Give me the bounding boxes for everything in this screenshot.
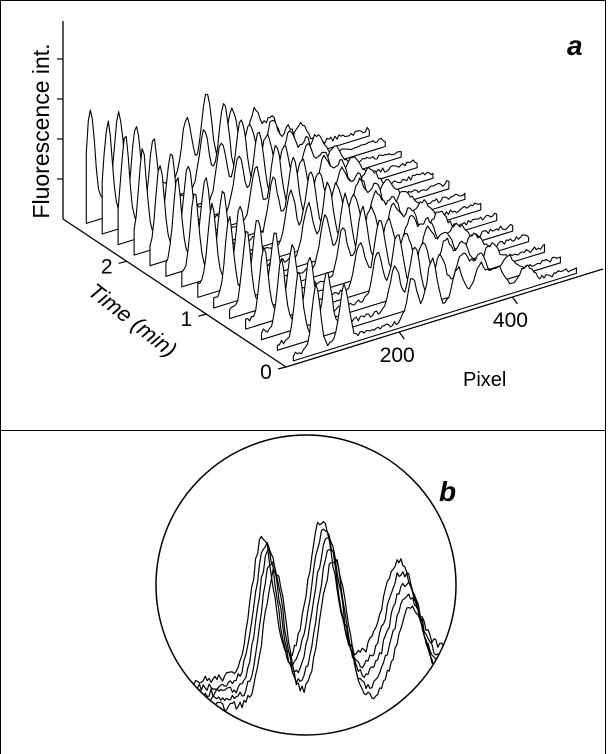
depth-tick-label: 1 [181,308,193,331]
inset-trace-line [156,536,456,701]
panel-a: 200 400 0 1 2 Fluorescence int. Time (min) P… [0,0,606,431]
depth-tick [198,313,207,317]
axes: 200 400 0 1 2 [57,21,604,384]
inset-chart: b [155,434,457,736]
depth-axis-line [62,218,287,368]
inset-circle [155,434,457,736]
depth-tick-label: 2 [101,255,113,278]
inset-trace-group [156,521,456,713]
x-tick-label: 200 [380,344,415,367]
x-tick [398,331,405,340]
depth-tick-label: 0 [260,361,272,384]
depth-tick [118,260,127,264]
trace-group [85,93,577,362]
inset-trace-line [156,528,456,696]
inset-trace-line [156,521,456,691]
waterfall-chart: 200 400 0 1 2 Fluorescence int. Time (min) P… [28,21,604,391]
y-axis-label: Fluorescence int. [28,43,54,218]
panel-a-letter: a [567,30,583,61]
trace-line [292,257,577,362]
x-tick-label: 400 [493,309,528,332]
x-axis-label: Pixel [463,369,506,391]
panel-b: b [0,431,606,754]
x-tick [511,296,518,305]
depth-tick [277,366,287,370]
depth-axis-label: Time (min) [84,278,182,362]
inset-trace-line [156,548,456,707]
panel-b-letter: b [439,476,456,507]
x-axis-line [285,268,604,368]
